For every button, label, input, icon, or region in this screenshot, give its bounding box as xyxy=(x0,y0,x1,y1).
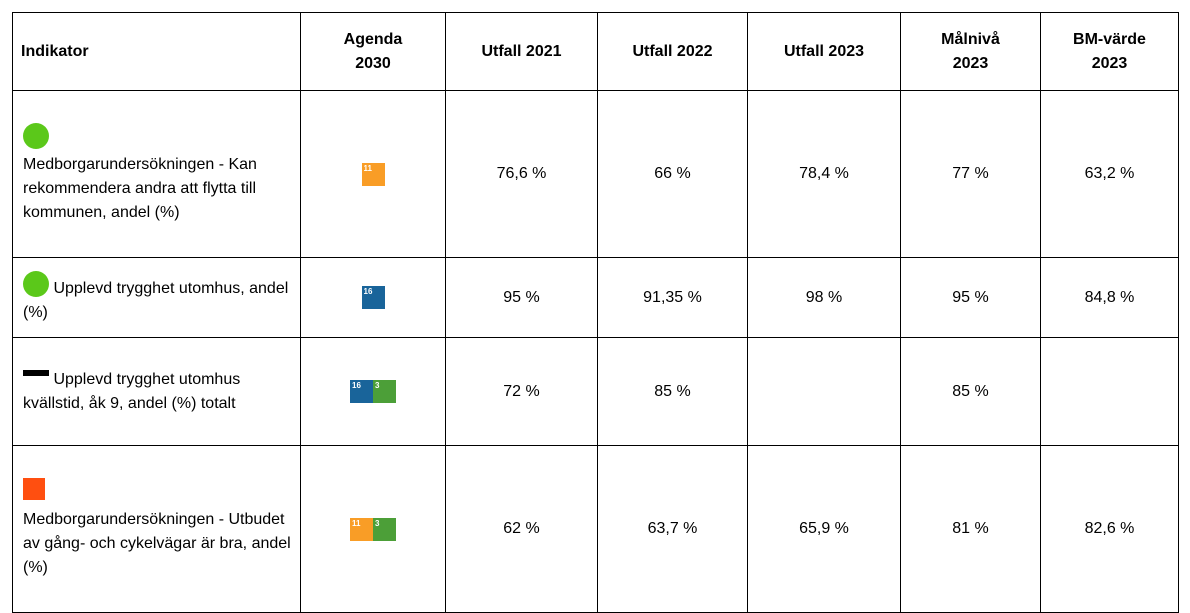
header-text: Målnivå 2023 xyxy=(941,30,1000,72)
header-text: Agenda 2030 xyxy=(343,30,403,72)
indicator-cell: Medborgarundersökningen - Kan rekommende… xyxy=(12,90,301,258)
indicator-cell: Upplevd trygghet utomhus, andel (%) xyxy=(12,257,301,338)
sdg-icon: 16 xyxy=(350,380,373,403)
sdg-cell: 11 3 xyxy=(300,445,446,613)
header-row: Indikator Agenda 2030 Utfall 2021 Utfall… xyxy=(12,12,1179,91)
value-cell: 82,6 % xyxy=(1040,445,1179,613)
indicator-text: Medborgarundersökningen - Kan rekommende… xyxy=(23,156,257,221)
value-cell: 66 % xyxy=(597,90,748,258)
sdg-icon: 11 xyxy=(361,162,385,186)
value-cell: 95 % xyxy=(445,257,598,338)
header-cell: Indikator xyxy=(12,12,301,91)
indicator-cell: Upplevd trygghet utomhus kvällstid, åk 9… xyxy=(12,337,301,446)
value-cell: 81 % xyxy=(900,445,1041,613)
value-cell: 77 % xyxy=(900,90,1041,258)
value-cell: 76,6 % xyxy=(445,90,598,258)
sdg-icon: 3 xyxy=(373,517,396,541)
header-cell: Målnivå 2023 xyxy=(900,12,1041,91)
indicator-text: Upplevd trygghet utomhus kvällstid, åk 9… xyxy=(23,370,241,412)
value-cell: 63,2 % xyxy=(1040,90,1179,258)
value-cell: 65,9 % xyxy=(747,445,901,613)
sdg-icon: 3 xyxy=(373,380,396,403)
value-cell: 85 % xyxy=(900,337,1041,446)
status-icon xyxy=(23,478,45,500)
header-cell: Utfall 2022 xyxy=(597,12,748,91)
value-cell: 91,35 % xyxy=(597,257,748,338)
sdg-cell: 16 xyxy=(300,257,446,338)
indicator-text: Upplevd trygghet utomhus, andel (%) xyxy=(23,279,289,321)
value-cell: 63,7 % xyxy=(597,445,748,613)
table-row: Upplevd trygghet utomhus kvällstid, åk 9… xyxy=(12,337,1179,446)
table-row: Medborgarundersökningen - Kan rekommende… xyxy=(12,90,1179,258)
status-icon xyxy=(23,123,49,149)
indicator-cell: Medborgarundersökningen - Utbudet av gån… xyxy=(12,445,301,613)
value-cell xyxy=(1040,337,1179,446)
table-row: Upplevd trygghet utomhus, andel (%) 16 95 … xyxy=(12,257,1179,338)
value-cell: 72 % xyxy=(445,337,598,446)
value-cell: 78,4 % xyxy=(747,90,901,258)
status-icon xyxy=(23,270,49,297)
indicator-table: Indikator Agenda 2030 Utfall 2021 Utfall… xyxy=(12,12,1179,613)
table-row: Medborgarundersökningen - Utbudet av gån… xyxy=(12,445,1179,613)
value-cell: 98 % xyxy=(747,257,901,338)
header-cell: BM-värde 2023 xyxy=(1040,12,1179,91)
header-text: BM-värde 2023 xyxy=(1073,30,1146,72)
sdg-icon: 16 xyxy=(361,286,385,309)
value-cell: 85 % xyxy=(597,337,748,446)
table-body: Medborgarundersökningen - Kan rekommende… xyxy=(12,90,1179,613)
header-cell: Utfall 2021 xyxy=(445,12,598,91)
sdg-cell: 16 3 xyxy=(300,337,446,446)
value-cell: 84,8 % xyxy=(1040,257,1179,338)
indicator-text: Medborgarundersökningen - Utbudet av gån… xyxy=(23,511,291,576)
header-cell: Utfall 2023 xyxy=(747,12,901,91)
sdg-cell: 11 xyxy=(300,90,446,258)
status-icon xyxy=(23,369,49,376)
value-cell: 95 % xyxy=(900,257,1041,338)
sdg-icon: 11 xyxy=(350,517,373,541)
header-cell: Agenda 2030 xyxy=(300,12,446,91)
value-cell: 62 % xyxy=(445,445,598,613)
value-cell xyxy=(747,337,901,446)
